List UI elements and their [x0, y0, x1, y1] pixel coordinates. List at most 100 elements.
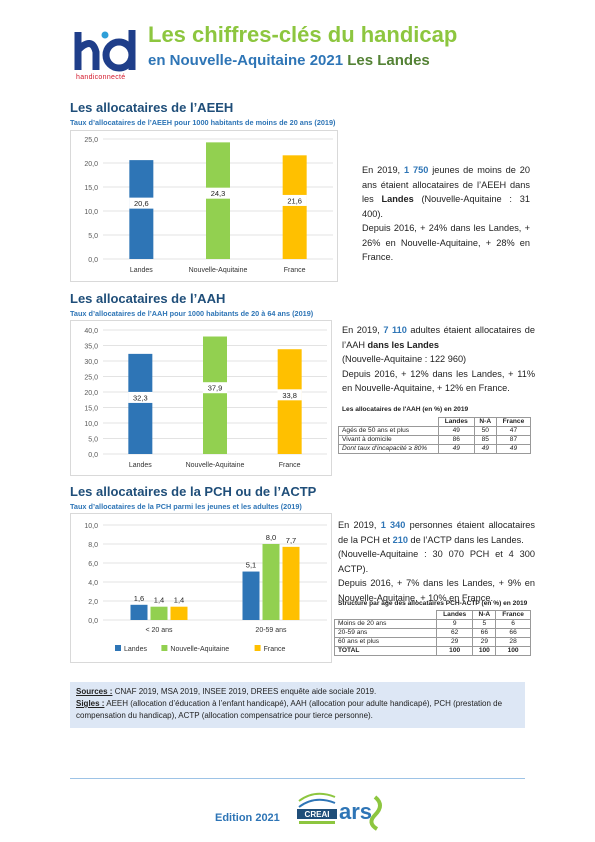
y-tick-label: 35,0	[84, 344, 98, 351]
sources-label: Sources :	[76, 687, 113, 696]
bar	[129, 160, 154, 259]
page-title: Les chiffres-clés du handicap	[148, 22, 458, 47]
x-tick-label: France	[279, 462, 301, 469]
legend-label: France	[264, 646, 286, 653]
table-header: N-A	[472, 610, 497, 620]
data-label: 1,4	[174, 596, 184, 605]
aeeh-section-title: Les allocataires de l’AEEH	[70, 100, 234, 115]
bar	[130, 604, 148, 620]
table-row: Moins de 20 ans 9 5 6	[334, 619, 531, 629]
data-label: 1,4	[154, 596, 164, 605]
data-label: 37,9	[208, 384, 223, 393]
aah-table: Landes N-A France Agés de 50 ans et plus 49 5…	[338, 417, 532, 454]
legend-label: Nouvelle-Aquitaine	[170, 646, 229, 653]
row-label: 20-59 ans	[334, 628, 437, 638]
row-label: Vivant à domicile	[338, 435, 439, 445]
pch-section-title: Les allocataires de la PCH ou de l’ACTP	[70, 484, 317, 499]
data-label: 1,6	[134, 594, 144, 603]
table-cell: 5	[472, 619, 497, 629]
aeeh-bar-chart: 0,0 5,0 10,0 15,0 20,0 25,0 20,6 Landes 24,3 Nouv…	[84, 137, 333, 274]
table-cell: 29	[435, 637, 474, 647]
bar	[203, 336, 227, 454]
table-cell: 100	[435, 646, 474, 656]
bar	[242, 571, 260, 620]
x-tick-label: Nouvelle-Aquitaine	[189, 267, 248, 274]
data-label: 5,1	[246, 561, 256, 570]
data-label: 8,0	[266, 533, 276, 542]
aah-bar-chart: 0,0 5,0 10,0 15,0 20,0 25,0 30,0 35,0 40,0 32,3 La…	[84, 328, 327, 469]
table-header	[338, 417, 439, 427]
y-tick-label: 5,0	[88, 233, 98, 240]
sources-box: Sources : CNAF 2019, MSA 2019, INSEE 201…	[70, 682, 525, 728]
aeeh-chart: 0,0 5,0 10,0 15,0 20,0 25,0 20,6 Landes 24,3 Nouv…	[70, 130, 338, 282]
actp-count: 210	[392, 534, 408, 545]
aah-table-title: Les allocataires de l'AAH (en %) en 2019	[342, 406, 469, 413]
x-tick-label: Nouvelle-Aquitaine	[186, 462, 245, 469]
ars-text: ars	[339, 799, 372, 824]
aeeh-count: 1 750	[404, 165, 429, 175]
table-cell: 100	[472, 646, 497, 656]
y-tick-label: 15,0	[84, 185, 98, 192]
table-header: Landes	[437, 417, 475, 427]
sources-text: CNAF 2019, MSA 2019, INSEE 2019, DREES e…	[112, 687, 377, 696]
table-cell: 29	[472, 637, 497, 647]
table-cell: 9	[435, 619, 474, 629]
table-row: 20-59 ans 62 66 66	[334, 628, 531, 638]
table-cell: 6	[495, 619, 531, 629]
data-label-bg	[282, 194, 307, 206]
y-tick-label: 10,0	[84, 421, 98, 428]
y-tick-label: 20,0	[84, 390, 98, 397]
x-tick-label: < 20 ans	[145, 627, 173, 634]
table-cell: 47	[495, 426, 532, 436]
bar	[128, 353, 153, 454]
y-tick-label: 25,0	[84, 375, 98, 382]
sigles-label: Sigles :	[76, 699, 105, 708]
bar	[282, 546, 300, 620]
row-label: 60 ans et plus	[334, 637, 437, 647]
bar	[150, 606, 168, 620]
logo-caption: handiconnecté	[76, 74, 126, 81]
legend-swatch	[161, 645, 168, 651]
pch-text: En 2019, 1 340 personnes étaient allocat…	[338, 520, 535, 603]
x-tick-label: 20-59 ans	[255, 627, 287, 634]
y-tick-label: 2,0	[88, 599, 98, 606]
aeeh-chart-subtitle: Taux d’allocataires de l’AEEH pour 1000 …	[70, 118, 336, 127]
y-tick-label: 15,0	[84, 406, 98, 413]
table-cell: 85	[473, 435, 497, 445]
footer-divider	[70, 778, 525, 779]
table-header: Landes	[435, 610, 474, 620]
table-header: N-A	[473, 417, 497, 427]
aeeh-text: En 2019, 1 750 jeunes de moins de 20 ans…	[362, 165, 530, 262]
edition-label: Edition 2021	[215, 812, 280, 824]
table-cell: 49	[437, 444, 475, 454]
legend-swatch	[254, 645, 261, 651]
bar	[282, 155, 307, 259]
aah-chart-subtitle: Taux d’allocataires de l’AAH pour 1000 h…	[70, 309, 314, 318]
data-label: 32,3	[133, 393, 148, 402]
legend-label: Landes	[124, 646, 147, 653]
bar	[170, 606, 188, 620]
table-cell: 66	[495, 628, 531, 638]
y-tick-label: 25,0	[84, 137, 98, 144]
x-tick-label: Landes	[129, 462, 152, 469]
table-cell: 49	[473, 444, 497, 454]
data-label: 24,3	[211, 189, 226, 198]
y-tick-label: 4,0	[88, 580, 98, 587]
y-tick-label: 6,0	[88, 561, 98, 568]
pch-table: Landes N-A France Moins de 20 ans 9 5 6 20-59 a…	[334, 610, 531, 656]
aah-text: En 2019, 7 110 adultes étaient allocatai…	[342, 325, 535, 393]
y-tick-label: 10,0	[84, 209, 98, 216]
row-label: Dont taux d'incapacité ≥ 80%	[338, 444, 439, 454]
table-cell: 87	[495, 435, 532, 445]
aah-chart: 0,0 5,0 10,0 15,0 20,0 25,0 30,0 35,0 40,0 32,3 La…	[70, 320, 332, 476]
y-tick-label: 0,0	[88, 618, 98, 625]
table-cell: 50	[473, 426, 497, 436]
row-label: Agés de 50 ans et plus	[338, 426, 439, 436]
data-label-bg	[129, 197, 154, 209]
row-label: Moins de 20 ans	[334, 619, 437, 629]
pch-chart: 0,0 2,0 4,0 6,0 8,0 10,0 1,6 1,4 1,4 < 20 ans 5,1 8…	[70, 513, 332, 663]
handiconnecte-logo	[74, 30, 136, 72]
bar	[206, 142, 230, 259]
pch-grouped-bar-chart: 0,0 2,0 4,0 6,0 8,0 10,0 1,6 1,4 1,4 < 20 ans 5,1 8…	[84, 523, 327, 653]
creai-ars-logo: CREAI ars	[297, 792, 382, 831]
